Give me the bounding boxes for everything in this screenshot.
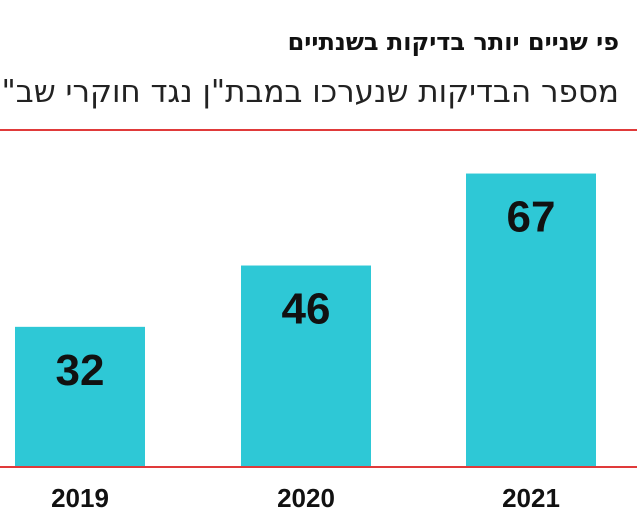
chart-title: מספר הבדיקות שנערכו במבת"ן נגד חוקרי שב"… [0, 74, 619, 110]
chart-subtitle: פי שניים יותר בדיקות בשנתיים [287, 28, 619, 56]
x-tick-label-2021: 2021 [502, 483, 560, 513]
bar-value-label-2020: 46 [282, 285, 331, 334]
bars-group: 32 46 67 [15, 173, 596, 468]
bar-2020 [241, 265, 371, 467]
bar-value-label-2021: 67 [507, 193, 556, 242]
x-tick-labels: 2019 2020 2021 [51, 483, 560, 513]
bar-2021 [466, 173, 596, 468]
bar-2019 [15, 326, 145, 467]
x-tick-label-2020: 2020 [277, 483, 335, 513]
x-tick-label-2019: 2019 [51, 483, 109, 513]
bar-value-label-2019: 32 [56, 346, 105, 395]
